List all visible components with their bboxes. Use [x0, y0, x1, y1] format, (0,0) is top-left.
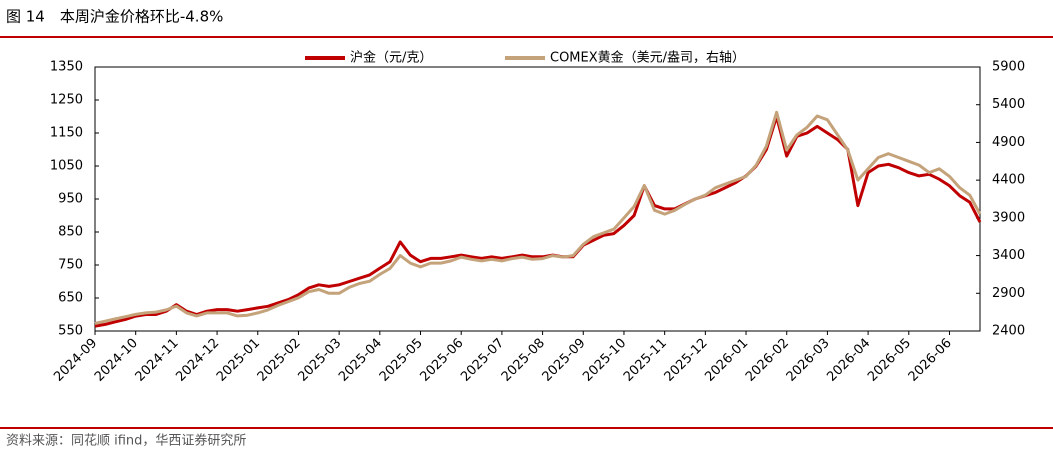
x-tick-label: 2025-08 [499, 336, 548, 385]
x-tick-label: 2025-03 [295, 336, 344, 385]
x-tick-label: 2025-09 [540, 336, 589, 385]
y2-tick-label: 2900 [992, 286, 1025, 301]
series-line [94, 115, 982, 328]
x-tick-label: 2025-10 [580, 336, 629, 385]
plot-frame [94, 66, 981, 332]
y-tick-label: 1050 [50, 159, 83, 174]
x-tick-label: 2026-01 [702, 336, 751, 385]
x-tick-label: 2026-06 [906, 336, 955, 385]
x-tick-label: 2026-02 [743, 336, 792, 385]
source-note: 资料来源：同花顺 ifind，华西证券研究所 [6, 433, 246, 449]
y-tick-label: 650 [58, 291, 83, 306]
y-tick-label: 1350 [50, 60, 83, 75]
x-tick-label: 2025-01 [214, 336, 263, 385]
x-tick-label: 2024-10 [92, 336, 141, 385]
y2-tick-label: 3400 [992, 248, 1025, 263]
y2-tick-label: 3900 [992, 210, 1025, 225]
series-line [94, 110, 982, 325]
y2-tick-label: 4900 [992, 135, 1025, 150]
y-tick-label: 750 [58, 258, 83, 273]
y-tick-label: 950 [58, 192, 83, 207]
x-tick-label: 2025-04 [336, 336, 385, 385]
x-tick-label: 2026-03 [784, 336, 833, 385]
x-tick-label: 2025-11 [621, 336, 670, 385]
x-tick-label: 2025-02 [255, 336, 304, 385]
x-tick-label: 2024-12 [173, 336, 222, 385]
y2-tick-label: 4400 [992, 173, 1025, 188]
y2-tick-label: 5400 [992, 97, 1025, 112]
y-tick-label: 850 [58, 225, 83, 240]
y-tick-label: 550 [58, 324, 83, 339]
x-tick-label: 2025-07 [458, 336, 507, 385]
chart-title: 图 14 本周沪金价格环比-4.8% [6, 8, 223, 26]
y-tick-label: 1150 [50, 126, 83, 141]
x-tick-label: 2025-06 [417, 336, 466, 385]
x-tick-label: 2025-05 [377, 336, 426, 385]
x-tick-label: 2024-09 [51, 336, 100, 385]
y-tick-label: 1250 [50, 93, 83, 108]
legend-label: 沪金（元/克） [350, 50, 432, 66]
x-tick-label: 2026-05 [865, 336, 914, 385]
y2-tick-label: 5900 [992, 60, 1025, 75]
y2-tick-label: 2400 [992, 324, 1025, 339]
x-tick-label: 2025-12 [662, 336, 711, 385]
x-tick-label: 2024-11 [133, 336, 182, 385]
legend-label: COMEX黄金（美元/盎司，右轴） [550, 50, 745, 66]
x-tick-label: 2026-04 [824, 336, 873, 385]
